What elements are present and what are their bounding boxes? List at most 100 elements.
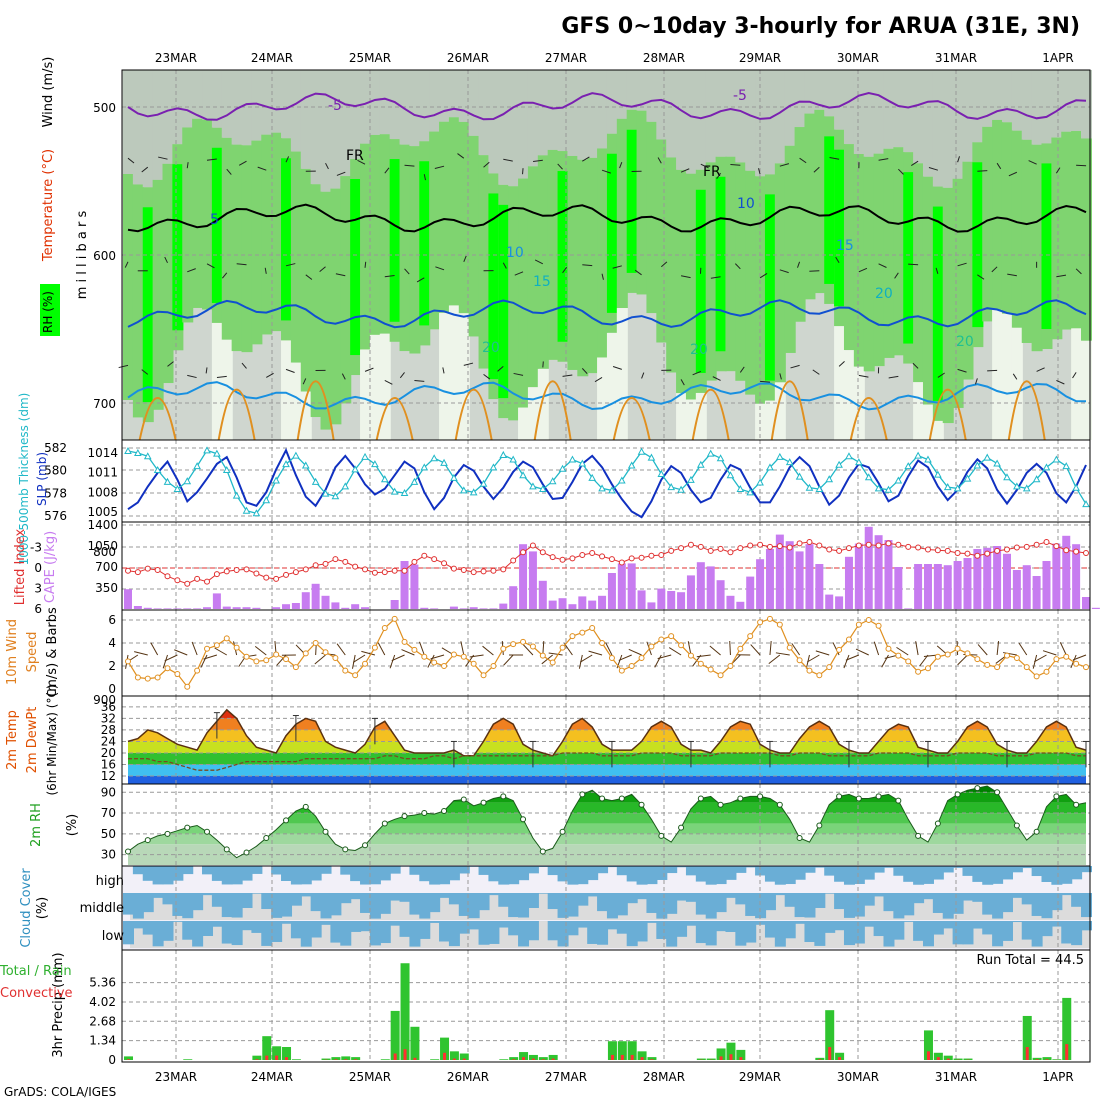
rh-marker [401, 813, 408, 820]
rh-ylabel-2: (%) [65, 814, 80, 837]
li-marker [510, 557, 517, 564]
wind-barb [790, 364, 800, 369]
cloud-fill [172, 866, 184, 881]
cloud-fill [626, 866, 638, 882]
cloud-fill [152, 866, 164, 885]
precip-total-bar [528, 1054, 538, 1060]
li-marker [934, 547, 941, 554]
rh-band [142, 70, 154, 188]
cloud-fill [952, 866, 964, 868]
contour-label: -5 [328, 98, 342, 114]
li-marker [450, 565, 457, 572]
slp-marker [183, 477, 192, 485]
wind-speed-marker [589, 625, 596, 632]
rh-marker [362, 842, 369, 849]
wind-barb [680, 379, 685, 386]
precip-total-bar [1022, 1015, 1032, 1060]
cape-bar [568, 604, 577, 609]
cloud-fill [389, 893, 401, 901]
temp-ylabel-1: 2m Temp [5, 710, 20, 770]
wind-speed-marker [1023, 664, 1030, 671]
cloud-fill [1071, 866, 1083, 880]
slp-marker [242, 506, 251, 514]
wind-barb [335, 273, 346, 277]
bottom-date-label: 26MAR [447, 1070, 489, 1084]
cape-bar [953, 561, 962, 609]
rh-band [893, 147, 905, 356]
wind-barb [302, 378, 307, 385]
cape-bar [716, 580, 725, 609]
slp-marker [578, 459, 587, 467]
wind-speed-marker [500, 645, 507, 652]
rh-band [656, 139, 668, 343]
slp-marker [143, 452, 152, 460]
li-marker [302, 566, 309, 573]
slp-marker [311, 477, 320, 485]
precip-convective-bar [403, 1049, 407, 1060]
cloud-fill [1051, 921, 1063, 927]
rh-band [419, 70, 431, 142]
thickness-ytick: 576 [44, 509, 67, 523]
precip-convective-bar [522, 1057, 526, 1060]
cloud-fill [784, 866, 796, 885]
li-marker [974, 552, 981, 559]
cape-bar [509, 586, 518, 609]
li-marker [460, 567, 467, 574]
surface-wind-barb [1034, 654, 1047, 663]
wind-speed-marker [875, 622, 882, 629]
cloud-fill [626, 921, 638, 947]
cloud-fill [360, 866, 372, 885]
wind-speed-marker [618, 667, 625, 674]
rh-band [518, 70, 530, 179]
cloud-fill [932, 921, 944, 935]
rh-band [409, 70, 421, 147]
cloud-fill [211, 921, 223, 927]
li-marker [707, 547, 714, 554]
cloud-fill [853, 921, 865, 944]
cape-ytick: 1050 [87, 539, 118, 553]
cloud-fill [764, 866, 776, 882]
precip-total-bar [272, 1046, 282, 1060]
cloud-fill [606, 893, 618, 919]
slp-marker [529, 482, 537, 490]
wind-barb [238, 160, 247, 166]
cloud-fill [172, 893, 184, 916]
wind-barb [285, 263, 296, 267]
cloud-fill [1031, 866, 1043, 877]
cloud-fill [883, 921, 895, 947]
contour-label: 10 [737, 196, 755, 212]
precip-total-bar [400, 963, 410, 1060]
surface-wind-barb [768, 654, 781, 665]
cloud-fill [942, 921, 954, 929]
precip-convective-bar [936, 1057, 940, 1060]
slp-marker [351, 465, 359, 473]
slp-marker [203, 446, 211, 454]
cloud-fill [508, 893, 520, 918]
slp-marker [262, 496, 271, 504]
cloud-fill [162, 921, 174, 941]
precip-convective-legend: Convective [0, 986, 73, 1001]
wind-barb [878, 158, 889, 161]
li-marker [332, 556, 339, 563]
li-marker [381, 569, 388, 576]
cloud-fill [251, 921, 263, 933]
li-marker [539, 549, 546, 556]
cloud-fill [251, 866, 263, 874]
cloud-fill [241, 866, 253, 881]
precip-ytick: 4.02 [89, 995, 116, 1009]
warm-contour [138, 397, 177, 441]
rh-band [310, 70, 322, 185]
rh-band [666, 70, 678, 158]
wind-barb [414, 379, 425, 382]
slp-marker [983, 453, 992, 461]
cloud-fill [271, 893, 283, 918]
cape-bar [578, 596, 587, 609]
precip-total-bar [538, 1057, 548, 1060]
rh-band [360, 70, 372, 144]
wind-speed-marker [233, 644, 240, 651]
precip-border [121, 949, 1091, 1063]
li-marker [836, 547, 843, 554]
wind-speed-marker [806, 667, 813, 674]
